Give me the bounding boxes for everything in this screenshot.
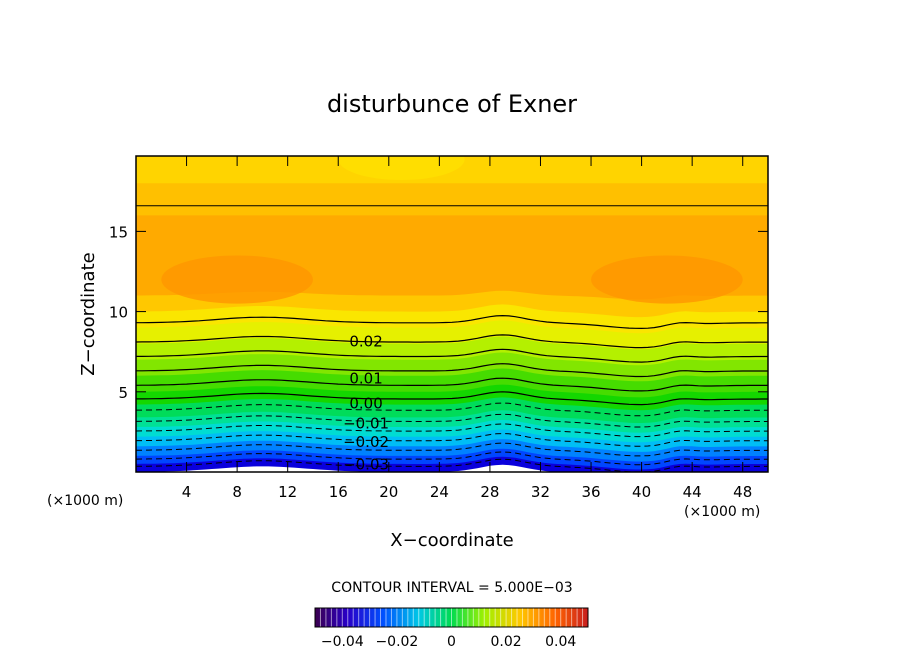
contour-line bbox=[136, 423, 768, 438]
contour-patch bbox=[338, 156, 465, 181]
x-tick-label: 12 bbox=[278, 483, 297, 501]
x-unit-left: (×1000 m) bbox=[47, 493, 123, 509]
colorbar-stripes bbox=[319, 608, 584, 627]
x-tick-label: 24 bbox=[430, 483, 449, 501]
contour-label: 0.01 bbox=[349, 370, 382, 388]
contour-line bbox=[136, 377, 768, 392]
contour-line bbox=[136, 334, 768, 349]
colorbar: −0.04 −0.02 0 0.02 0.04 bbox=[314, 607, 589, 650]
contour-label: 0.00 bbox=[349, 394, 382, 412]
x-tick-label: 36 bbox=[581, 483, 600, 501]
colorbar-tick-label: −0.04 bbox=[321, 634, 364, 650]
contour-line bbox=[136, 442, 768, 457]
contour-interval-text: CONTOUR INTERVAL = 5.000E−03 bbox=[331, 580, 572, 596]
y-axis-label: Z−coordinate bbox=[78, 252, 99, 375]
x-axis-label: X−coordinate bbox=[390, 530, 513, 551]
x-tick-label: 48 bbox=[733, 483, 752, 501]
contour-line bbox=[136, 402, 768, 417]
contour-patch bbox=[591, 255, 743, 304]
x-tick-label: 40 bbox=[632, 483, 651, 501]
contour-line bbox=[136, 391, 768, 406]
colorbar-tick-label: −0.02 bbox=[375, 634, 418, 650]
colorbar-tick-label: 0.02 bbox=[491, 634, 522, 650]
y-tick-label: 15 bbox=[109, 223, 128, 241]
x-tick-label: 44 bbox=[683, 483, 702, 501]
contour-label: 0.02 bbox=[349, 333, 382, 351]
x-tick-label: 28 bbox=[480, 483, 499, 501]
contour-line bbox=[136, 363, 768, 378]
colorbar-tick-label: 0.04 bbox=[545, 634, 576, 650]
contour-label: −0.02 bbox=[343, 433, 389, 451]
x-tick-label: 32 bbox=[531, 483, 550, 501]
contour-label: −0.01 bbox=[343, 414, 389, 432]
contour-line bbox=[136, 413, 768, 428]
plot-area: 0.02 0.01 0.00 −0.01−0.02 −0.03 bbox=[136, 156, 768, 473]
x-unit-right: (×1000 m) bbox=[684, 504, 760, 520]
y-tick-label: 10 bbox=[109, 304, 128, 322]
x-tick-label: 8 bbox=[232, 483, 242, 501]
plot-frame bbox=[135, 155, 769, 473]
colorbar-tick-label: 0 bbox=[447, 634, 456, 650]
colorbar-labels: −0.04 −0.02 0 0.02 0.04 bbox=[321, 634, 577, 650]
contour-line bbox=[136, 432, 768, 447]
x-tick-label: 20 bbox=[379, 483, 398, 501]
y-tick-label: 5 bbox=[118, 384, 128, 402]
x-tick-label: 16 bbox=[329, 483, 348, 501]
contour-line bbox=[136, 458, 768, 472]
colorbar-frame bbox=[314, 607, 589, 628]
x-axis-ticks: 4 8 12 16 20 24 28 32 36 40 44 48 bbox=[182, 156, 752, 501]
chart-title: disturbunce of Exner bbox=[327, 90, 577, 118]
contour-patch bbox=[161, 255, 313, 304]
contour-line bbox=[136, 314, 768, 330]
contour-line bbox=[136, 348, 768, 363]
contour-label: −0.03 bbox=[343, 455, 389, 473]
contour-line bbox=[136, 451, 768, 466]
x-tick-label: 4 bbox=[182, 483, 192, 501]
y-axis-ticks: 5 10 15 bbox=[109, 223, 768, 402]
